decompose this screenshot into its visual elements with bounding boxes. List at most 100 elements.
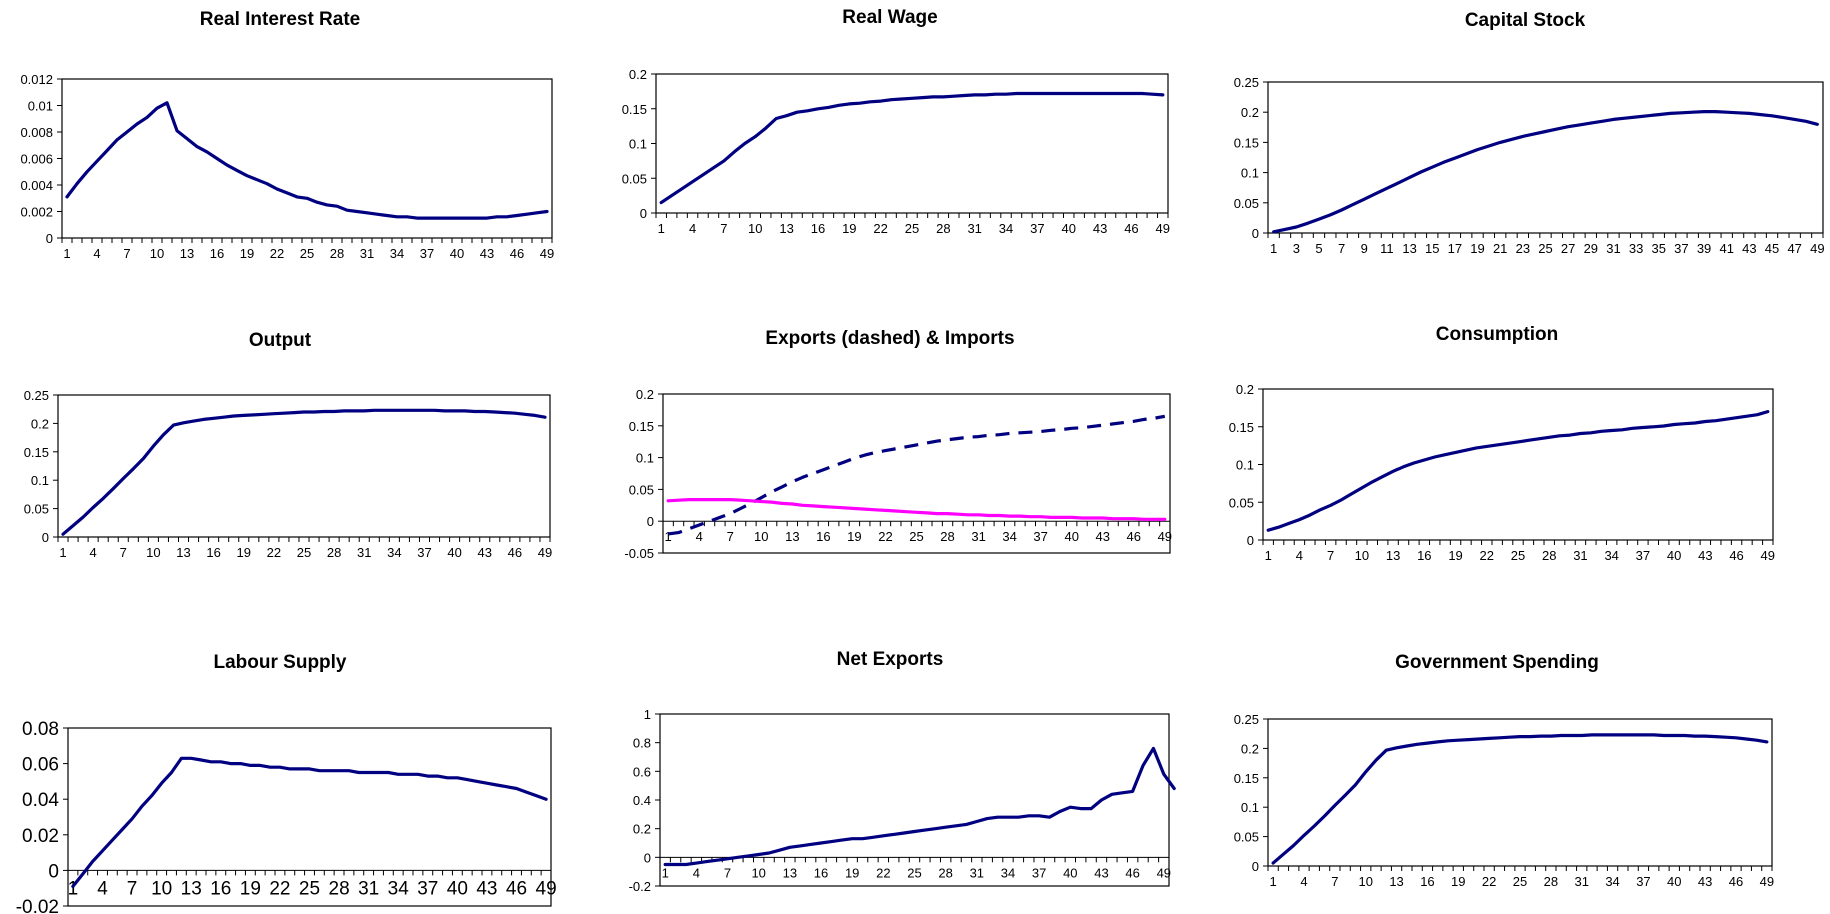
- x-tick-label: 40: [1064, 529, 1078, 544]
- x-tick-label: 25: [907, 865, 921, 880]
- x-tick-label: 7: [120, 545, 127, 560]
- x-tick-label: 37: [417, 545, 431, 560]
- y-tick-label: 0.002: [20, 205, 53, 220]
- x-tick-label: 4: [693, 865, 700, 880]
- x-tick-label: 49: [1810, 241, 1824, 256]
- x-tick-label: 45: [1765, 241, 1779, 256]
- y-tick-label: 0.04: [22, 790, 59, 811]
- x-tick-label: 1: [1270, 241, 1277, 256]
- y-tick-label: -0.05: [624, 546, 654, 561]
- x-tick-label: 40: [1667, 548, 1681, 563]
- chart-title: Output: [249, 330, 312, 351]
- y-tick-label: 0: [48, 861, 59, 882]
- x-tick-label: 47: [1787, 241, 1801, 256]
- x-tick-label: 13: [1402, 241, 1416, 256]
- x-tick-label: 4: [93, 246, 100, 261]
- x-tick-label: 7: [724, 865, 731, 880]
- y-tick-label: 0.004: [20, 178, 53, 193]
- x-tick-label: 4: [1300, 874, 1307, 889]
- x-tick-label: 49: [1760, 874, 1774, 889]
- x-tick-label: 7: [720, 221, 727, 236]
- x-tick-label: 34: [390, 246, 404, 261]
- x-tick-label: 31: [1606, 241, 1620, 256]
- x-tick-label: 43: [1093, 221, 1107, 236]
- x-tick-label: 3: [1293, 241, 1300, 256]
- x-tick-label: 31: [970, 865, 984, 880]
- x-tick-label: 1: [63, 246, 70, 261]
- y-tick-label: 0.1: [1236, 458, 1254, 473]
- x-tick-label: 25: [300, 246, 314, 261]
- x-tick-label: 19: [240, 246, 254, 261]
- y-tick-label: 0.15: [1234, 771, 1259, 786]
- x-tick-label: 41: [1719, 241, 1733, 256]
- x-tick-label: 22: [267, 545, 281, 560]
- x-tick-label: 46: [1127, 529, 1141, 544]
- x-tick-label: 46: [1124, 221, 1138, 236]
- series-line-0: [1272, 109, 1819, 234]
- y-tick-label: 0: [644, 850, 651, 865]
- y-tick-label: 0.05: [1234, 196, 1259, 211]
- x-tick-label: 1: [658, 221, 665, 236]
- x-tick-label: 16: [206, 545, 220, 560]
- x-tick-label: 28: [940, 529, 954, 544]
- plot-frame: [1267, 718, 1773, 867]
- y-tick-label: 0.1: [1241, 800, 1259, 815]
- x-tick-label: 22: [1480, 548, 1494, 563]
- x-tick-label: 37: [1636, 548, 1650, 563]
- y-tick-label: 0.2: [1241, 741, 1259, 756]
- x-tick-label: 34: [1001, 865, 1015, 880]
- x-tick-label: 37: [1636, 874, 1650, 889]
- y-tick-label: 0.2: [31, 416, 49, 431]
- y-tick-label: 0.1: [1241, 166, 1259, 181]
- series-line-0: [1266, 410, 1770, 532]
- x-tick-label: 19: [237, 545, 251, 560]
- y-tick-label: 0.25: [1234, 75, 1259, 90]
- x-tick-label: 1: [1265, 548, 1272, 563]
- x-tick-label: 9: [1361, 241, 1368, 256]
- x-tick-label: 34: [388, 878, 410, 899]
- x-tick-label: 7: [1331, 874, 1338, 889]
- y-tick-label: 0: [1247, 533, 1254, 548]
- x-tick-label: 22: [269, 878, 290, 899]
- x-tick-label: 15: [1425, 241, 1439, 256]
- x-tick-label: 7: [1338, 241, 1345, 256]
- x-tick-label: 34: [1604, 548, 1618, 563]
- y-tick-label: 0.25: [1234, 712, 1259, 727]
- x-tick-label: 22: [878, 529, 892, 544]
- x-tick-label: 5: [1315, 241, 1322, 256]
- y-tick-label: 0: [647, 514, 654, 529]
- chart-title: Real Interest Rate: [200, 9, 361, 30]
- x-tick-label: 16: [1420, 874, 1434, 889]
- y-tick-label: 0.05: [622, 171, 647, 186]
- x-tick-label: 25: [909, 529, 923, 544]
- x-tick-label: 28: [936, 221, 950, 236]
- x-tick-label: 22: [876, 865, 890, 880]
- x-tick-label: 19: [1470, 241, 1484, 256]
- y-tick-label: 0: [1252, 859, 1259, 874]
- x-tick-label: 49: [1761, 548, 1775, 563]
- chart-title: Labour Supply: [214, 652, 347, 673]
- series-line-1: [666, 498, 1167, 521]
- x-tick-label: 49: [540, 246, 554, 261]
- chart-real-wage: Real Wage 0 0.05 0.1 0.15 0.2 1 4 7 10 13 16 19 22 25 2…: [622, 7, 1170, 236]
- y-tick-label: 0.15: [24, 445, 49, 460]
- x-tick-label: 17: [1448, 241, 1462, 256]
- y-tick-label: 0: [640, 206, 647, 221]
- y-tick-label: 0.05: [24, 502, 49, 517]
- y-tick-label: 0.2: [633, 822, 651, 837]
- chart-government-spending: Government Spending 0 0.05 0.1 0.15 0.2 0.25 1 4…: [1234, 652, 1774, 889]
- x-tick-label: 27: [1561, 241, 1575, 256]
- plot-frame: [1267, 81, 1824, 234]
- chart-title: Real Wage: [842, 7, 937, 28]
- plot-frame: [1262, 388, 1774, 541]
- y-tick-label: 0.012: [20, 72, 53, 87]
- x-tick-label: 46: [1729, 874, 1743, 889]
- x-tick-label: 34: [999, 221, 1013, 236]
- x-tick-label: 23: [1516, 241, 1530, 256]
- x-tick-label: 39: [1697, 241, 1711, 256]
- plot-frame: [61, 78, 553, 239]
- x-tick-label: 43: [1096, 529, 1110, 544]
- x-tick-label: 28: [1544, 874, 1558, 889]
- x-tick-label: 16: [1417, 548, 1431, 563]
